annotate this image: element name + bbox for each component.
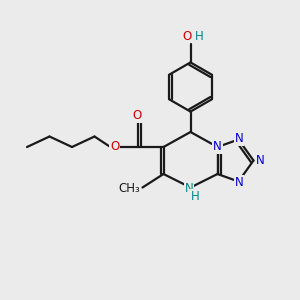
Text: O: O [110, 140, 119, 154]
Text: CH₃: CH₃ [118, 182, 140, 196]
Text: O: O [182, 29, 191, 43]
Text: H: H [194, 29, 203, 43]
Text: O: O [133, 109, 142, 122]
Text: N: N [235, 132, 244, 146]
Text: H: H [190, 190, 200, 203]
Text: N: N [213, 140, 222, 154]
Text: N: N [235, 176, 244, 189]
Text: N: N [256, 154, 265, 167]
Text: N: N [184, 182, 194, 196]
